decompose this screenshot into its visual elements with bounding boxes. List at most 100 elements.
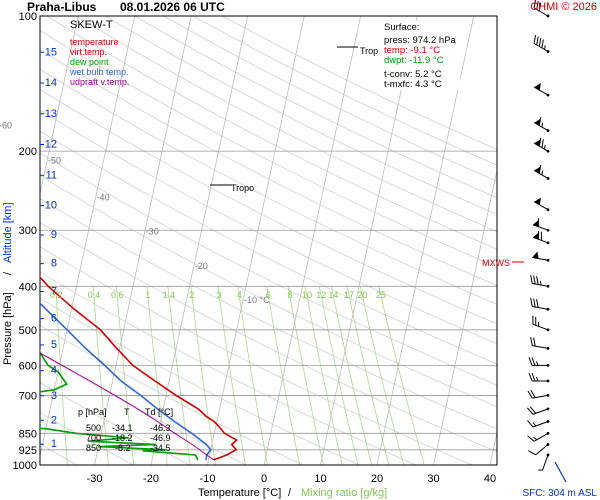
mxws-label: MXWS bbox=[482, 258, 510, 268]
wind-barb-dot bbox=[546, 393, 550, 397]
mixing-ratio-label: 1 bbox=[145, 290, 150, 300]
wind-barb-flag bbox=[527, 390, 533, 399]
altitude-tick-label: 10 bbox=[45, 200, 57, 212]
wind-barb-flag bbox=[533, 298, 536, 308]
wind-barb-flag bbox=[536, 0, 539, 10]
temperature-tick-label: 10 bbox=[314, 473, 326, 485]
mixing-ratio-label: 4 bbox=[237, 290, 242, 300]
dry-adiabat bbox=[46, 16, 497, 250]
mixing-ratio-label: 17 bbox=[344, 290, 354, 300]
wind-barb-dot bbox=[546, 284, 550, 288]
wind-barb-flag bbox=[541, 39, 544, 49]
table-row-700-td: -46.9 bbox=[150, 433, 171, 443]
dry-adiabat bbox=[40, 88, 497, 325]
wind-barb bbox=[528, 357, 550, 367]
x-axis-sep: / bbox=[288, 487, 292, 499]
pressure-tick-label: 300 bbox=[19, 225, 37, 237]
wind-barb-staff bbox=[535, 444, 549, 456]
pressure-tick-label: 925 bbox=[19, 445, 37, 457]
y-axis-pressure-label: Pressure [hPa] bbox=[2, 292, 14, 365]
pressure-tick-label: 400 bbox=[19, 281, 37, 293]
wind-barb-flag bbox=[527, 407, 534, 415]
sfc-label: SFC: 304 m ASL bbox=[523, 488, 598, 499]
wind-barb bbox=[530, 337, 550, 350]
dry-adiabat bbox=[104, 16, 497, 215]
surface-title: Surface: bbox=[384, 22, 419, 33]
mixing-ratio-label: 14 bbox=[328, 290, 338, 300]
pressure-tick-label: 500 bbox=[19, 325, 37, 337]
isotherm bbox=[320, 16, 418, 465]
wind-barb-flag bbox=[531, 372, 536, 382]
altitude-tick-label: 15 bbox=[45, 46, 57, 58]
altitude-tick-label: 14 bbox=[45, 77, 57, 89]
wind-barb-dot bbox=[546, 346, 550, 350]
pressure-tick-label: 100 bbox=[19, 11, 37, 23]
trop-label-upper: Trop bbox=[360, 46, 378, 56]
surface-info-box bbox=[380, 20, 460, 90]
altitude-tick-label: 3 bbox=[51, 390, 57, 402]
mixing-ratio-label: 3 bbox=[217, 290, 222, 300]
mixing-ratio-label: 12 bbox=[316, 290, 326, 300]
wind-barb-half bbox=[538, 322, 540, 327]
wind-barb-pennant bbox=[532, 232, 540, 240]
wind-barb-flag bbox=[538, 137, 542, 147]
wind-barb-dot bbox=[546, 453, 550, 457]
isotherm-label: -20 bbox=[195, 261, 208, 271]
surface-tmxfc: t-mxfc: 4.3 °C bbox=[384, 79, 442, 90]
tropo-label: Tropo bbox=[231, 183, 254, 193]
pressure-tick-label: 200 bbox=[19, 146, 37, 158]
wind-barb-flag bbox=[535, 316, 537, 326]
isotherm-label: -40 bbox=[97, 192, 110, 202]
wind-barb-half bbox=[533, 436, 538, 441]
wind-barb-dot bbox=[546, 307, 550, 311]
datetime-title: 08.01.2026 06 UTC bbox=[120, 0, 225, 14]
wind-barb-dot bbox=[546, 431, 550, 435]
temperature-tick-label: -10 bbox=[200, 473, 216, 485]
wind-barb bbox=[530, 298, 550, 311]
wind-barb-flag bbox=[530, 390, 536, 398]
surface-tconv: t-conv: 5.2 °C bbox=[384, 69, 442, 80]
pressure-tick-label: 700 bbox=[19, 390, 37, 402]
temperature-tick-label: 30 bbox=[427, 473, 439, 485]
wind-barb bbox=[527, 420, 550, 428]
altitude-tick-label: 7 bbox=[51, 285, 57, 297]
wind-barb-dot bbox=[546, 93, 550, 97]
altitude-tick-label: 6 bbox=[51, 313, 57, 325]
wind-barb-flag bbox=[533, 337, 536, 347]
wind-barb-staff bbox=[532, 257, 549, 261]
table-header-td: Td [°C] bbox=[145, 407, 173, 417]
wind-barb-flag bbox=[538, 164, 542, 174]
table-row-850-p: 850 bbox=[86, 443, 101, 453]
wind-barb-dot bbox=[546, 407, 550, 411]
wind-barb-flag bbox=[528, 357, 533, 366]
dry-adiabat bbox=[134, 16, 497, 199]
mixing-ratio-label: 0.6 bbox=[111, 290, 124, 300]
wind-barb-flag bbox=[527, 420, 534, 428]
temperature-tick-label: 0 bbox=[261, 473, 267, 485]
wind-barb bbox=[528, 372, 550, 383]
wind-barb-half bbox=[536, 254, 539, 259]
wind-barb-dot bbox=[546, 50, 550, 53]
wind-barb-half bbox=[541, 170, 544, 175]
legend-virt-temp: virt.temp. bbox=[70, 47, 107, 57]
altitude-tick-label: 5 bbox=[51, 339, 57, 351]
wind-barb-flag bbox=[536, 299, 539, 308]
wind-barb-dot bbox=[546, 14, 550, 18]
y-axis-sep: / bbox=[2, 271, 14, 275]
station-title: Praha-Libus bbox=[27, 0, 97, 14]
wind-barb-dot bbox=[546, 208, 550, 212]
wind-barb bbox=[533, 197, 550, 212]
wind-barb bbox=[533, 83, 550, 97]
mixing-ratio-label: 0.2 bbox=[50, 290, 63, 300]
wind-barb-flag bbox=[533, 34, 537, 44]
temperature-tick-label: -30 bbox=[87, 473, 103, 485]
wind-barb bbox=[527, 390, 550, 399]
table-row-500-t: -34.1 bbox=[112, 423, 133, 433]
temperature-tick-label: 40 bbox=[484, 473, 496, 485]
table-row-700-t: -18.2 bbox=[112, 433, 133, 443]
wind-barb-flag bbox=[538, 117, 542, 126]
isotherm bbox=[40, 16, 79, 196]
dry-adiabat bbox=[40, 174, 497, 408]
temperature-tick-label: 20 bbox=[371, 473, 383, 485]
